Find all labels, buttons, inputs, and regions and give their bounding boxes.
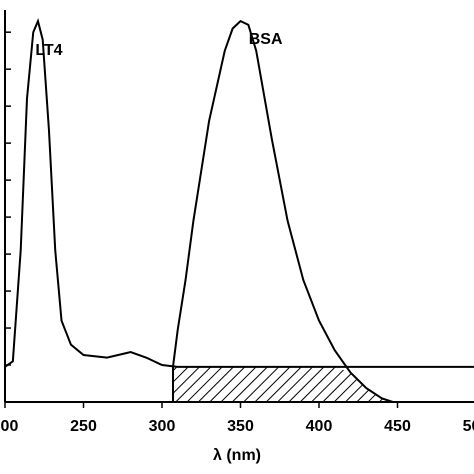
annotation: LT4 (35, 42, 62, 59)
line-series (4, 17, 474, 368)
x-tick-label: 400 (306, 418, 333, 435)
x-tick-label: 200 (0, 418, 18, 435)
x-tick-label: 500 (463, 418, 474, 435)
x-axis-label: λ (nm) (213, 447, 261, 464)
x-tick-label: 300 (149, 418, 176, 435)
line-series (171, 19, 394, 403)
x-tick-label: 350 (227, 418, 254, 435)
overlap-hatch (172, 366, 393, 402)
x-tick-label: 450 (384, 418, 411, 435)
x-tick-label: 250 (70, 418, 97, 435)
annotation: BSA (249, 31, 283, 48)
